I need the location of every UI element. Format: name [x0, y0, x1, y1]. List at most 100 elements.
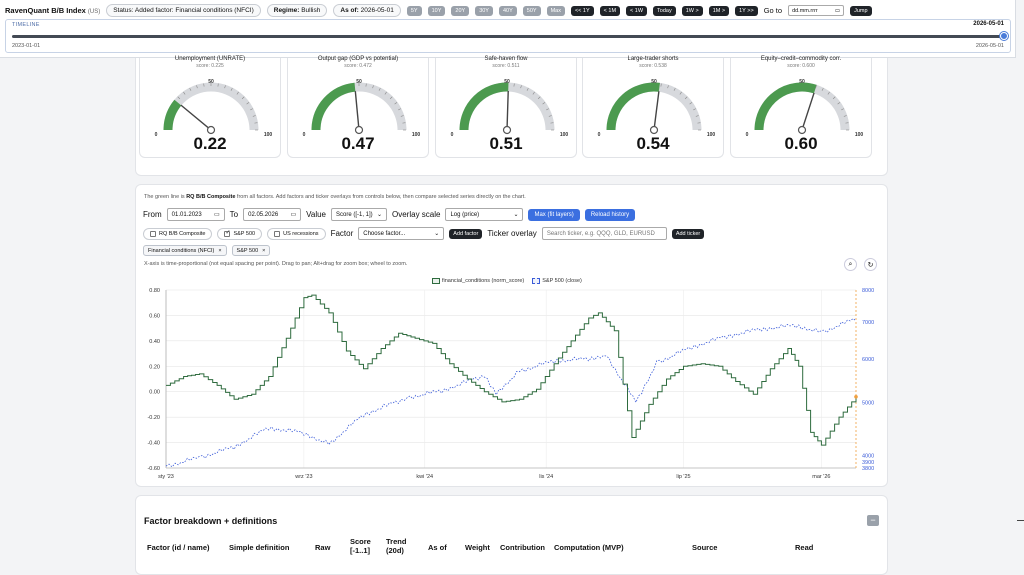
y-right-tick-label: 6000 [862, 357, 874, 363]
sp500-checkbox[interactable]: S&P 500 [217, 228, 262, 240]
step-fwd-1w-button[interactable]: 1W > [682, 6, 703, 16]
composite-checkbox[interactable]: RQ B/B Composite [143, 228, 212, 240]
chart-canvas[interactable]: 0.800.600.400.200.00-0.20-0.40-0.6080007… [136, 285, 889, 485]
y-right-tick-label: 5000 [862, 400, 874, 406]
column-header[interactable]: Simple definition [229, 543, 289, 552]
column-header[interactable]: Source [692, 543, 717, 552]
timeline-slider[interactable]: TIMELINE 2026-05-01 2023-01-01 2026-05-0… [5, 19, 1011, 53]
x-tick-label: mar '26 [812, 474, 830, 480]
y-left-tick-label: 0.00 [149, 390, 160, 396]
timeline-current: 2026-05-01 [973, 21, 1004, 27]
range-30y-button[interactable]: 30Y [475, 6, 493, 16]
range-5y-button[interactable]: 5Y [407, 6, 422, 16]
reset-zoom-button[interactable]: ↻ [864, 258, 877, 271]
add-factor-button[interactable]: Add factor [449, 229, 482, 239]
calendar-icon: ▭ [214, 211, 220, 218]
range-max-button[interactable]: Max [547, 6, 565, 16]
gauge-score: score: 0.472 [288, 63, 428, 69]
gauge-fill [464, 87, 508, 130]
value-label: Value [306, 210, 326, 219]
step-fwd-1m-button[interactable]: 1M > [709, 6, 729, 16]
gauge-value: 0.47 [288, 134, 428, 154]
goto-date-input[interactable]: dd.mm.rrrr▭ [788, 5, 844, 16]
legend-item-financial-conditions[interactable]: financial_conditions (norm_score) [432, 278, 524, 284]
column-header[interactable]: Contribution [500, 543, 545, 552]
chart-hint: X-axis is time-proportional (not equal s… [144, 261, 407, 267]
scroll-marker [1017, 520, 1024, 521]
step-back-1y-button[interactable]: << 1Y [571, 6, 594, 16]
chart-panel: The green line is RQ B/B Composite from … [135, 184, 888, 487]
range-10y-button[interactable]: 10Y [428, 6, 446, 16]
close-icon[interactable]: × [262, 248, 265, 254]
column-header[interactable]: Weight [465, 543, 490, 552]
checkbox-checked-icon [224, 231, 230, 237]
overlay-controls: RQ B/B Composite S&P 500 US recessions F… [143, 227, 704, 240]
gauge-value: 0.51 [436, 134, 576, 154]
add-ticker-button[interactable]: Add ticker [672, 229, 704, 239]
jump-button[interactable]: Jump [850, 6, 871, 16]
gauge-track [168, 87, 254, 130]
column-header[interactable]: Score [-1..1] [350, 537, 380, 555]
header-row: RavenQuant B/B Index(US) Status: Added f… [5, 4, 1009, 17]
x-tick-label: sty '23 [158, 474, 174, 480]
range-40y-button[interactable]: 40Y [499, 6, 517, 16]
zoom-button[interactable]: ⌕ [844, 258, 857, 271]
range-20y-button[interactable]: 20Y [451, 6, 469, 16]
max-fit-button[interactable]: Max (fit layers) [528, 209, 579, 221]
column-header[interactable]: As of [428, 543, 447, 552]
gauge-fill [611, 87, 659, 130]
gauge-card: Output gap (GDP vs potential)score: 0.47… [287, 58, 429, 158]
column-header[interactable]: Computation (MVP) [554, 543, 624, 552]
gauge-hub [504, 127, 511, 134]
overlay-scale-select[interactable]: Log (price)⌄ [445, 208, 523, 221]
overlay-scale-label: Overlay scale [392, 210, 440, 219]
timeline-label: TIMELINE [12, 22, 40, 28]
goto-label: Go to [764, 6, 782, 15]
chip-financial-conditions[interactable]: Financial conditions (NFCI)× [143, 245, 227, 256]
y-left-tick-label: -0.40 [147, 441, 160, 447]
status-badge: Status: Added factor: Financial conditio… [106, 4, 261, 17]
app-title: RavenQuant B/B Index(US) [5, 6, 100, 15]
column-header[interactable]: Read [795, 543, 813, 552]
timeline-start: 2023-01-01 [12, 43, 40, 49]
column-header[interactable]: Trend (20d) [386, 537, 416, 555]
factor-select[interactable]: Choose factor...⌄ [358, 227, 444, 240]
gauge-score: score: 0.225 [140, 63, 280, 69]
ticker-search-input[interactable]: Search ticker, e.g. QQQ, GLD, EURUSD [542, 227, 667, 240]
reload-history-button[interactable]: Reload history [585, 209, 635, 221]
from-date-input[interactable]: 01.01.2023▭ [167, 208, 225, 221]
gauge-title: Unemployment (UNRATE) [140, 56, 280, 62]
step-fwd-1y-button[interactable]: 1Y >> [735, 6, 758, 16]
search-icon: ⌕ [849, 261, 853, 269]
range-50y-button[interactable]: 50Y [523, 6, 541, 16]
timeline-track[interactable] [12, 35, 1004, 38]
chart-note: The green line is RQ B/B Composite from … [144, 194, 526, 200]
column-header[interactable]: Raw [315, 543, 330, 552]
checkbox-icon [274, 231, 280, 237]
gauge-card: Equity–credit–commodity corr.score: 0.60… [730, 58, 872, 158]
gauge-value: 0.60 [731, 134, 871, 154]
step-back-1m-button[interactable]: < 1M [600, 6, 620, 16]
timeline-handle[interactable] [1000, 32, 1008, 40]
x-tick-label: lis '24 [539, 474, 553, 480]
to-date-input[interactable]: 02.05.2026▭ [243, 208, 301, 221]
gauge-tick-label: 50 [356, 79, 362, 85]
collapse-button[interactable]: − [867, 515, 879, 526]
recessions-checkbox[interactable]: US recessions [267, 228, 325, 240]
step-back-1w-button[interactable]: < 1W [626, 6, 647, 16]
timeline-end: 2026-05-01 [976, 43, 1004, 49]
gauge-tick-label: 50 [651, 79, 657, 85]
gauge-value: 0.22 [140, 134, 280, 154]
column-header[interactable]: Factor (id / name) [147, 543, 210, 552]
close-icon[interactable]: × [218, 248, 221, 254]
chip-sp500[interactable]: S&P 500× [232, 245, 271, 256]
today-button[interactable]: Today [653, 6, 676, 16]
value-select[interactable]: Score ([-1, 1])⌄ [331, 208, 387, 221]
gauge-value: 0.54 [583, 134, 723, 154]
legend-item-sp500[interactable]: S&P 500 (close) [532, 278, 582, 284]
ticker-overlay-label: Ticker overlay [487, 229, 537, 238]
